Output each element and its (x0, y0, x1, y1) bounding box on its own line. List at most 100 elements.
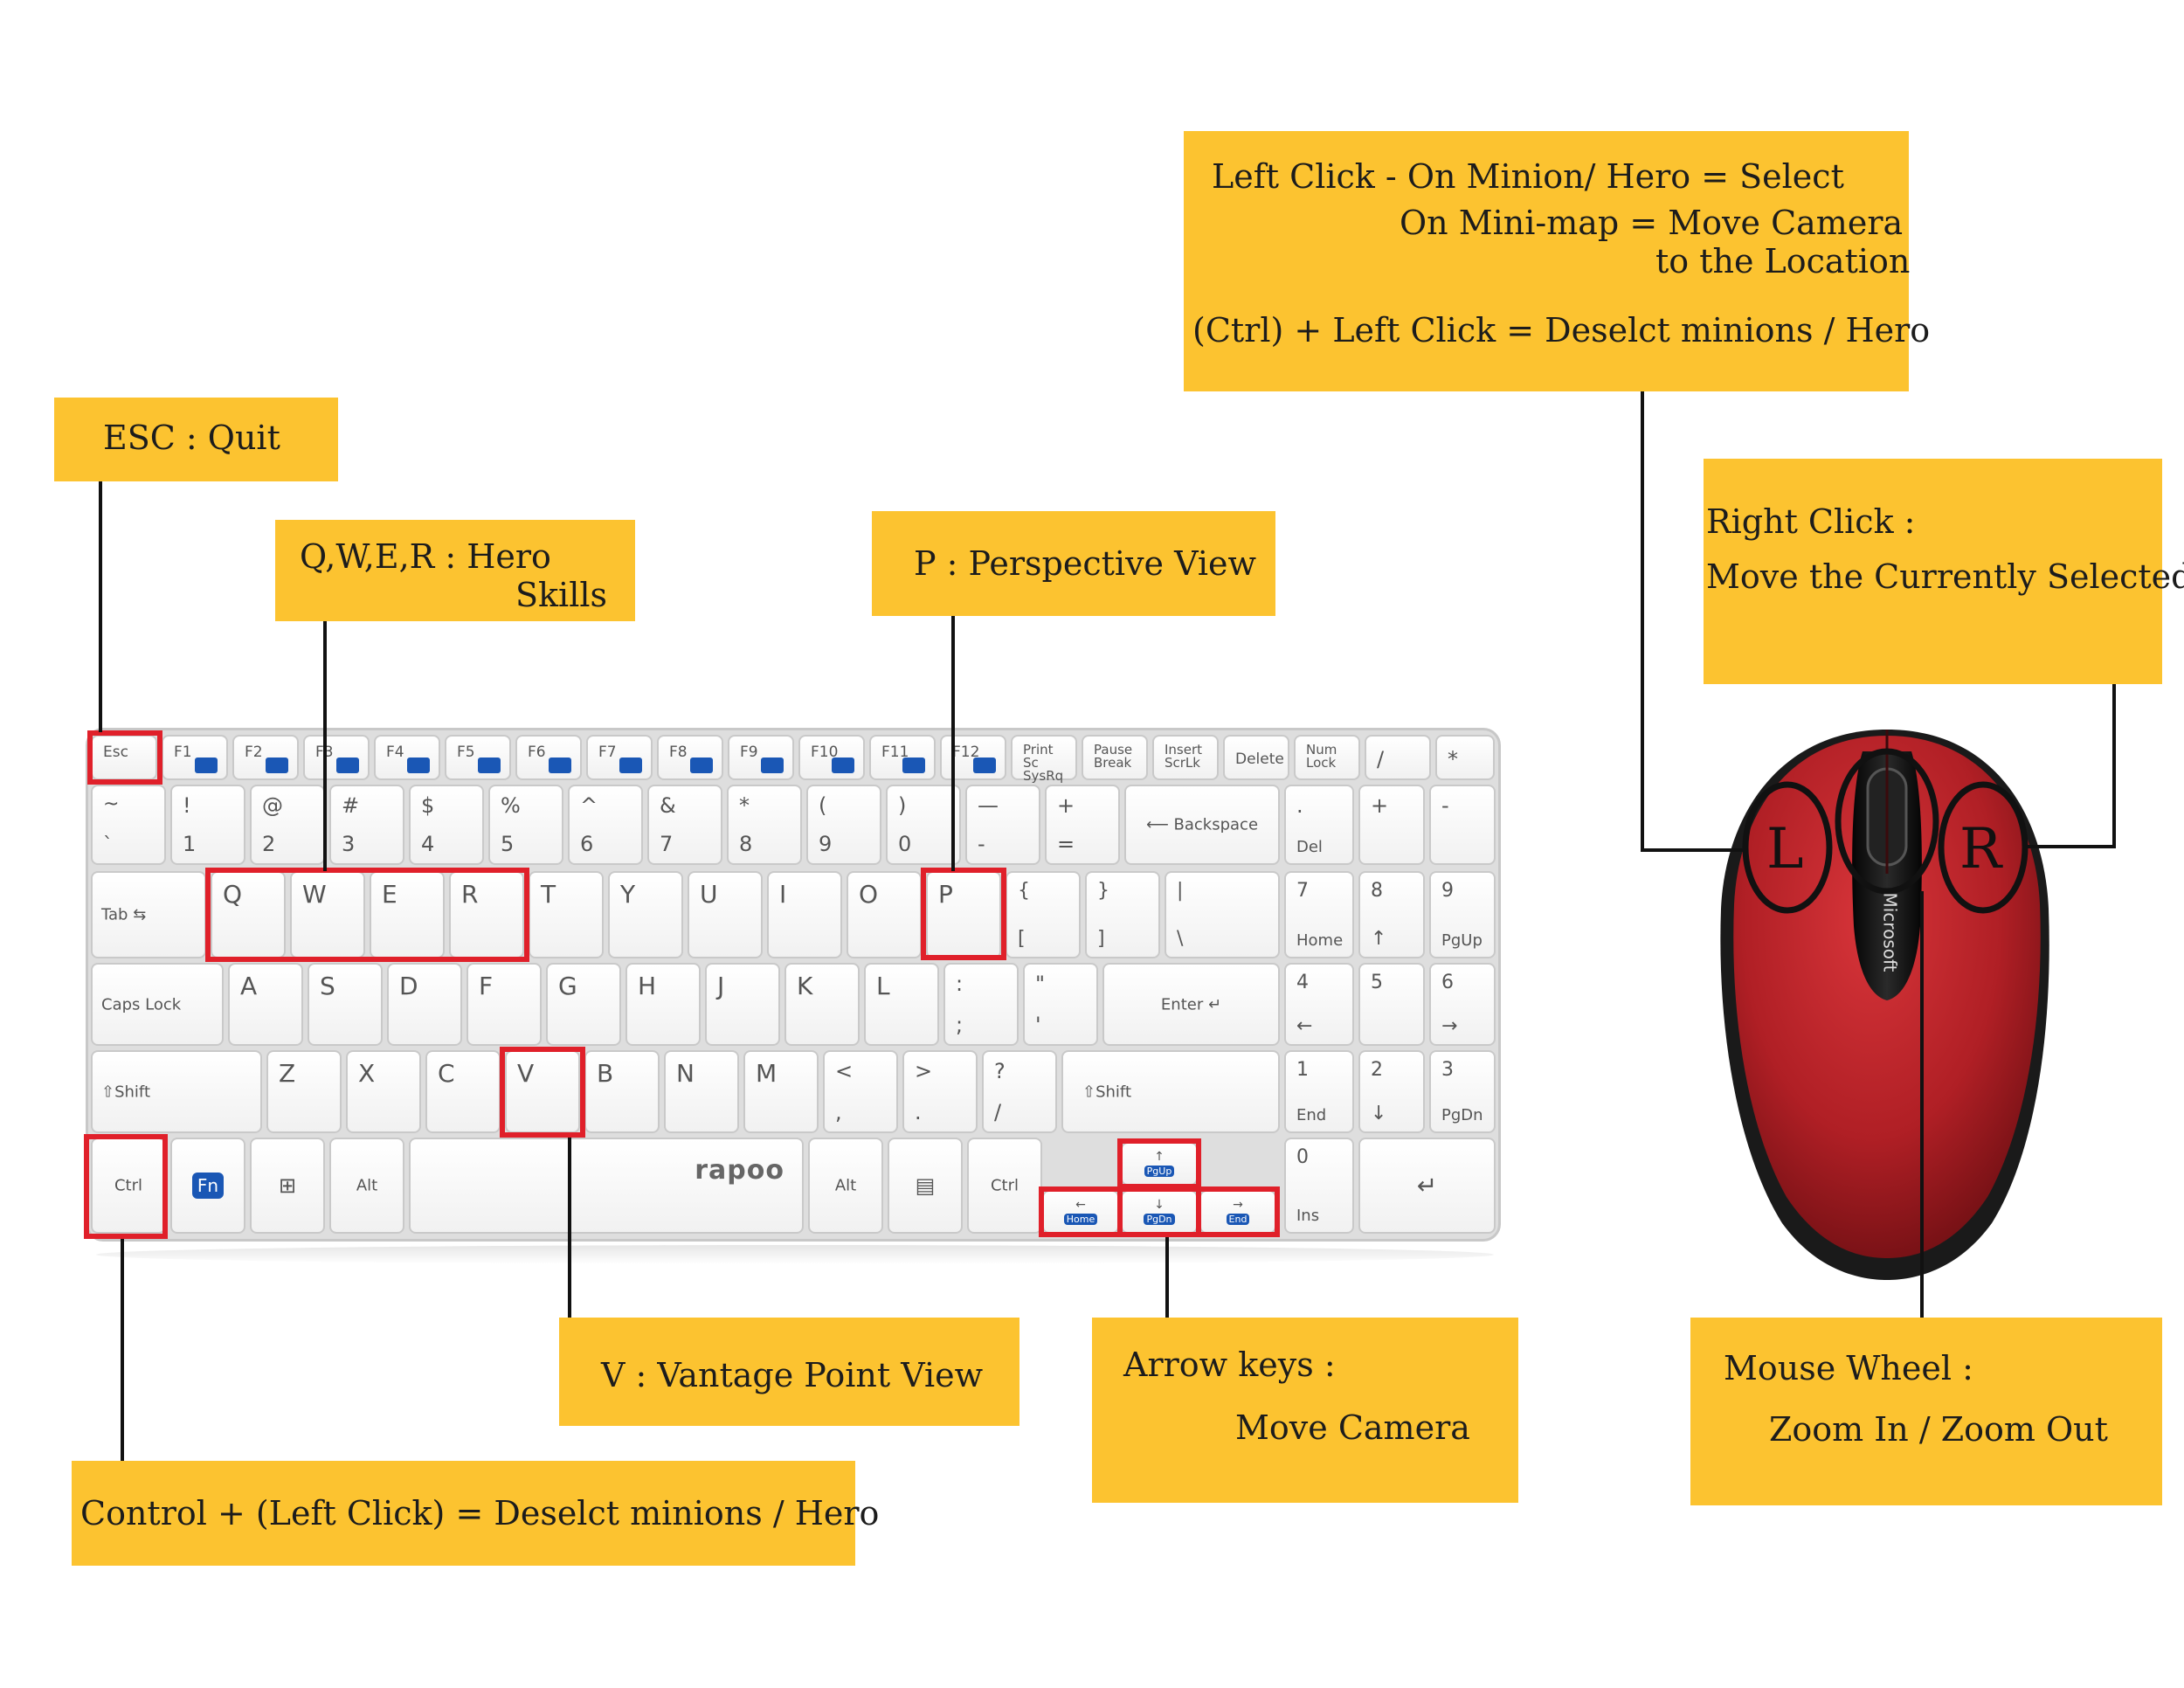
key-f5[interactable]: F5 (445, 735, 511, 780)
key-numpad-9[interactable]: 9 PgUp (1429, 871, 1496, 958)
key-f9[interactable]: F9 (728, 735, 794, 780)
key-m[interactable]: M (743, 1050, 819, 1133)
key-f4[interactable]: F4 (374, 735, 440, 780)
arrow-up-icon: ↑ (1154, 1150, 1165, 1164)
key-numpad-0[interactable]: 0 Ins (1284, 1138, 1354, 1234)
p-connector (951, 616, 955, 871)
key-backspace[interactable]: ⟵ Backspace (1124, 785, 1280, 865)
key-o[interactable]: O (847, 871, 922, 958)
key-backslash[interactable]: | \ (1165, 871, 1280, 958)
key-f11[interactable]: F11 (869, 735, 936, 780)
key-left-ctrl[interactable]: Ctrl (91, 1138, 166, 1234)
key-a[interactable]: A (228, 963, 303, 1046)
key-f7[interactable]: F7 (586, 735, 653, 780)
key-0[interactable]: ) 0 (886, 785, 961, 865)
key-numpad-1[interactable]: 1 End (1284, 1050, 1354, 1133)
key-delete[interactable]: Delete (1223, 735, 1289, 780)
key-enter[interactable]: Enter ↵ (1102, 963, 1280, 1046)
key-l[interactable]: L (864, 963, 939, 1046)
key-7[interactable]: & 7 (647, 785, 722, 865)
key-1[interactable]: ! 1 (170, 785, 245, 865)
key-5[interactable]: % 5 (488, 785, 563, 865)
key-equals[interactable]: + = (1045, 785, 1120, 865)
key-6[interactable]: ^ 6 (568, 785, 643, 865)
key-i[interactable]: I (767, 871, 842, 958)
key-right-alt[interactable]: Alt (808, 1138, 883, 1234)
key-y[interactable]: Y (608, 871, 683, 958)
key-f6[interactable]: F6 (515, 735, 582, 780)
key-left-shift[interactable]: ⇧Shift (91, 1050, 262, 1133)
key-numpad-divide[interactable]: / (1365, 735, 1431, 780)
arrow-right-icon: → (1233, 1198, 1243, 1212)
fn-media-icon (761, 758, 784, 773)
key-numpad-plus[interactable]: + (1358, 785, 1425, 865)
key-right-bracket[interactable]: }] (1085, 871, 1160, 958)
key-num-lock[interactable]: Num Lock (1294, 735, 1360, 780)
key-arrow-right[interactable]: → End (1199, 1190, 1276, 1234)
highlight-p (921, 868, 1006, 960)
key-8[interactable]: * 8 (727, 785, 802, 865)
key-4[interactable]: $4 (409, 785, 484, 865)
key-f[interactable]: F (467, 963, 542, 1046)
key-minus[interactable]: — - (965, 785, 1040, 865)
key-d[interactable]: D (387, 963, 462, 1046)
key-numpad-2[interactable]: 2 ↓ (1358, 1050, 1425, 1133)
key-numpad-8[interactable]: 8 ↑ (1358, 871, 1425, 958)
key-numpad-3[interactable]: 3 PgDn (1429, 1050, 1496, 1133)
key-9[interactable]: (9 (806, 785, 881, 865)
key-semicolon[interactable]: :; (943, 963, 1019, 1046)
key-k[interactable]: K (784, 963, 860, 1046)
key-backtick[interactable]: ~ ` (91, 785, 166, 865)
key-c[interactable]: C (425, 1050, 501, 1133)
esc-note: ESC : Quit (54, 398, 338, 481)
key-2[interactable]: @2 (250, 785, 325, 865)
left-click-note: Left Click - On Minion/ Hero = Select On… (1184, 131, 1930, 391)
key-menu[interactable]: ▤ (888, 1138, 963, 1234)
key-u[interactable]: U (688, 871, 763, 958)
key-z[interactable]: Z (266, 1050, 342, 1133)
key-space[interactable]: rapoo (409, 1138, 804, 1234)
key-f3[interactable]: F3 (303, 735, 370, 780)
key-comma[interactable]: <, (823, 1050, 898, 1133)
key-insert[interactable]: Insert ScrLk (1152, 735, 1219, 780)
key-f10[interactable]: F10 (798, 735, 865, 780)
key-numpad-enter[interactable]: ↵ (1358, 1138, 1496, 1234)
key-t[interactable]: T (529, 871, 604, 958)
key-tab[interactable]: Tab ⇆ (91, 871, 206, 958)
key-right-shift[interactable]: ⇧Shift (1061, 1050, 1280, 1133)
key-esc[interactable]: Esc (91, 735, 157, 780)
key-right-ctrl[interactable]: Ctrl (967, 1138, 1042, 1234)
key-left-bracket[interactable]: {[ (1006, 871, 1081, 958)
key-j[interactable]: J (705, 963, 780, 1046)
key-period[interactable]: >. (902, 1050, 978, 1133)
key-numpad-4[interactable]: 4 ← (1284, 963, 1354, 1046)
key-f8[interactable]: F8 (657, 735, 723, 780)
key-h[interactable]: H (625, 963, 701, 1046)
key-numpad-6[interactable]: 6 → (1429, 963, 1496, 1046)
key-left-alt[interactable]: Alt (329, 1138, 404, 1234)
key-3[interactable]: #3 (329, 785, 404, 865)
key-e[interactable]: E (370, 871, 445, 958)
key-slash[interactable]: ? / (982, 1050, 1057, 1133)
key-g[interactable]: G (546, 963, 621, 1046)
key-f1[interactable]: F1 (162, 735, 228, 780)
key-numpad-5[interactable]: 5 (1358, 963, 1425, 1046)
key-b[interactable]: B (584, 1050, 660, 1133)
key-f2[interactable]: F2 (232, 735, 299, 780)
key-numpad-minus[interactable]: - (1429, 785, 1496, 865)
key-print-screen[interactable]: Print Sc SysRq (1011, 735, 1077, 783)
key-caps-lock[interactable]: Caps Lock (91, 963, 224, 1046)
key-windows[interactable]: ⊞ (250, 1138, 325, 1234)
fn-media-icon (973, 758, 996, 773)
key-numpad-7[interactable]: 7 Home (1284, 871, 1354, 958)
key-numpad-multiply[interactable]: * (1435, 735, 1495, 780)
key-numpad-dot[interactable]: . Del (1284, 785, 1354, 865)
key-quote[interactable]: " ' (1023, 963, 1098, 1046)
key-n[interactable]: N (664, 1050, 739, 1133)
key-f12[interactable]: F12 (940, 735, 1006, 780)
key-x[interactable]: X (346, 1050, 421, 1133)
key-fn[interactable]: Fn (170, 1138, 245, 1234)
key-pause[interactable]: Pause Break (1082, 735, 1148, 780)
key-s[interactable]: S (308, 963, 383, 1046)
key-arrow-down[interactable]: ↓ PgDn (1121, 1190, 1198, 1234)
